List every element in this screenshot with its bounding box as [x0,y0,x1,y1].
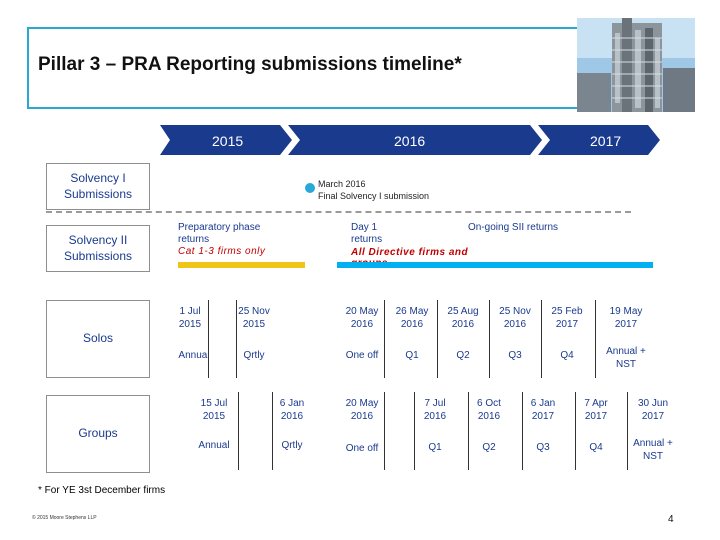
solos-type: Annual [178,350,210,361]
column-divider [384,392,385,470]
solos-type: Qrtly [243,350,265,361]
solos-type: One off [345,350,379,361]
solos-date: 26 May 2016 [395,306,429,330]
column-divider [468,392,469,470]
ongoing-title: On-going SII returns [468,222,559,233]
footnote: * For YE 3st December firms [38,485,166,496]
solvency2-row-label: Solvency II Submissions [46,225,150,272]
solvency1-event-date: March 2016 [318,179,366,189]
solos-date: 1 Jul 2015 [178,306,202,330]
groups-date: 6 Oct 2016 [477,398,501,422]
column-divider [489,300,490,378]
solos-date: 19 May 2017 [609,306,643,330]
column-divider [575,392,576,470]
solos-type: Q4 [560,350,574,361]
solvency1-event-text: Final Solvency I submission [318,191,430,201]
copyright-text: © 2015 Moore Stephens LLP [32,515,97,521]
prep-phase-bar [178,262,305,268]
solos-type: Q2 [456,350,470,361]
column-divider [627,392,628,470]
column-divider [541,300,542,378]
column-divider [238,392,239,470]
solos-type: Annual + NST [606,346,646,370]
section-divider [46,211,631,213]
solos-date: 25 Nov 2016 [499,306,531,330]
groups-type: Q3 [536,442,550,453]
groups-type: One off [345,443,379,454]
year-2017-label: 2017 [590,133,622,149]
solos-date: 25 Feb 2017 [551,306,583,330]
groups-date: 7 Apr 2017 [584,398,608,422]
column-divider [272,392,273,470]
column-divider [437,300,438,378]
groups-date: 20 May 2016 [345,398,379,422]
timeline-arrows [160,125,660,155]
building-photo-image [577,18,695,112]
solos-type: Q1 [405,350,419,361]
groups-type: Q4 [589,442,603,453]
day1-title: Day 1 returns [351,222,383,245]
title-box [27,27,577,109]
column-divider [384,300,385,378]
solos-type: Q3 [508,350,522,361]
column-divider [208,300,209,378]
groups-date: 30 Jun 2017 [637,398,669,422]
milestone-dot-icon [305,183,315,193]
year-2016-label: 2016 [394,133,426,149]
page-title: Pillar 3 – PRA Reporting submissions tim… [38,54,462,75]
solos-row-label: Solos [46,300,150,378]
column-divider [414,392,415,470]
groups-type: Q1 [428,442,442,453]
solvency1-row-label: Solvency I Submissions [46,163,150,210]
groups-date: 6 Jan 2016 [279,398,305,422]
groups-type: Annual [198,440,230,451]
solos-date: 20 May 2016 [345,306,379,330]
groups-date: 6 Jan 2017 [530,398,556,422]
groups-type: Q2 [482,442,496,453]
groups-row-label: Groups [46,395,150,473]
year-2015-label: 2015 [212,133,244,149]
prep-phase-title: Preparatory phase returns [178,222,261,245]
solos-date: 25 Nov 2015 [238,306,270,330]
column-divider [595,300,596,378]
groups-type: Qrtly [281,440,303,451]
arrow-2016 [288,125,542,155]
arrow-2015 [160,125,292,155]
page-number: 4 [668,514,674,525]
ongoing-bar [337,262,653,268]
arrow-2017 [538,125,660,155]
groups-date: 15 Jul 2015 [200,398,228,422]
groups-type: Annual + NST [633,438,673,462]
groups-date: 7 Jul 2016 [423,398,447,422]
column-divider [522,392,523,470]
prep-phase-note: Cat 1-3 firms only [178,246,266,257]
solos-date: 25 Aug 2016 [447,306,479,330]
column-divider [236,300,237,378]
